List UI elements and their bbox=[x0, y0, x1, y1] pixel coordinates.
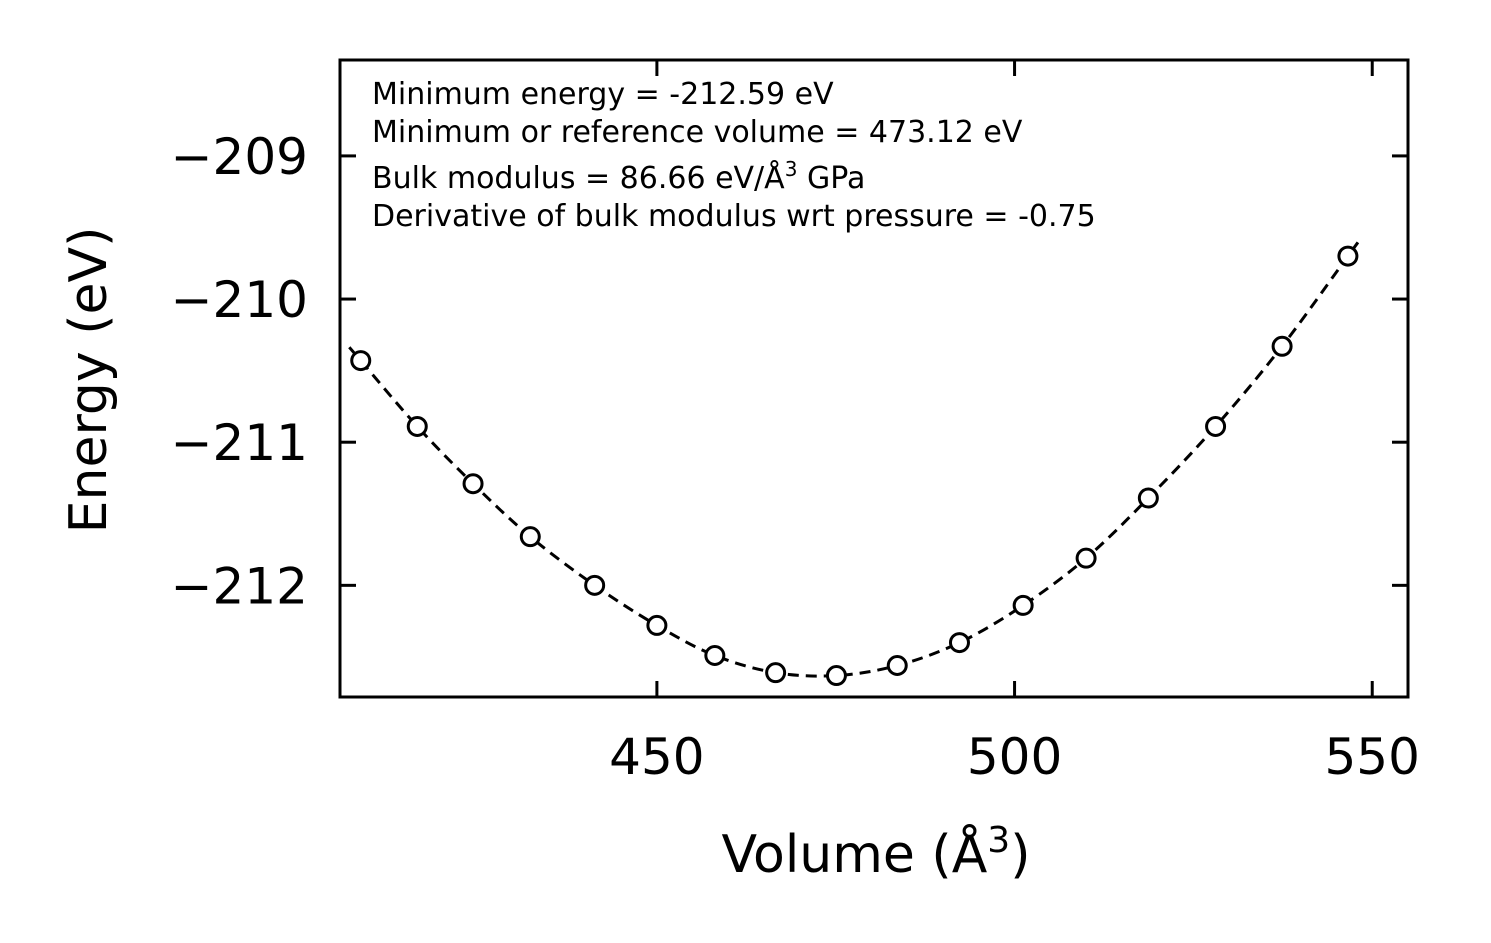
data-point-0 bbox=[350, 350, 372, 372]
annotation-min-energy: Minimum energy = -212.59 eV bbox=[372, 77, 834, 112]
y-tick-label-1: −210 bbox=[171, 271, 308, 329]
y-axis-ticks: −209 −210 −211 −212 bbox=[171, 128, 1408, 615]
y-axis-title: Energy (eV) bbox=[59, 227, 119, 534]
data-point-9 bbox=[886, 655, 908, 677]
fit-curve bbox=[348, 241, 1360, 678]
data-point-7 bbox=[765, 662, 787, 684]
data-point-2 bbox=[462, 473, 484, 495]
x-axis-title-main: Volume (Å bbox=[722, 823, 988, 885]
data-point-12 bbox=[1075, 547, 1097, 569]
annotation-bulk-modulus-suffix: GPa bbox=[797, 161, 865, 196]
data-point-15 bbox=[1271, 335, 1293, 357]
data-point-4 bbox=[584, 574, 606, 596]
plot-marks bbox=[348, 241, 1360, 687]
x-axis-title: Volume (Å3) bbox=[722, 820, 1031, 885]
data-point-14 bbox=[1205, 415, 1227, 437]
y-tick-label-2: −211 bbox=[171, 414, 308, 472]
x-tick-label-0: 450 bbox=[609, 728, 704, 786]
annotation-bulk-modulus-prefix: Bulk modulus = 86.66 eV/Å bbox=[372, 160, 785, 196]
data-point-13 bbox=[1137, 487, 1159, 509]
plot-frame bbox=[338, 58, 1410, 699]
data-point-1 bbox=[406, 415, 428, 437]
x-tick-label-2: 550 bbox=[1325, 728, 1420, 786]
data-point-3 bbox=[519, 526, 541, 548]
annotation-bulk-modulus-exp: 3 bbox=[785, 157, 798, 181]
annotation-min-volume: Minimum or reference volume = 473.12 eV bbox=[372, 115, 1023, 150]
y-tick-label-0: −209 bbox=[171, 128, 308, 186]
x-axis-ticks: 450 500 550 bbox=[609, 60, 1420, 786]
x-axis-title-exp: 3 bbox=[987, 820, 1010, 861]
annotation-bulk-modulus: Bulk modulus = 86.66 eV/Å3 GPa bbox=[372, 157, 865, 196]
data-point-11 bbox=[1012, 594, 1034, 616]
data-point-10 bbox=[948, 632, 970, 654]
y-tick-label-3: −212 bbox=[171, 557, 308, 615]
data-point-6 bbox=[704, 644, 726, 666]
data-point-8 bbox=[825, 665, 847, 687]
annotation-derivative: Derivative of bulk modulus wrt pressure … bbox=[372, 199, 1096, 234]
x-tick-label-1: 500 bbox=[967, 728, 1062, 786]
data-point-5 bbox=[646, 614, 668, 636]
data-point-16 bbox=[1337, 245, 1359, 267]
x-axis-title-close: ) bbox=[1010, 825, 1030, 885]
